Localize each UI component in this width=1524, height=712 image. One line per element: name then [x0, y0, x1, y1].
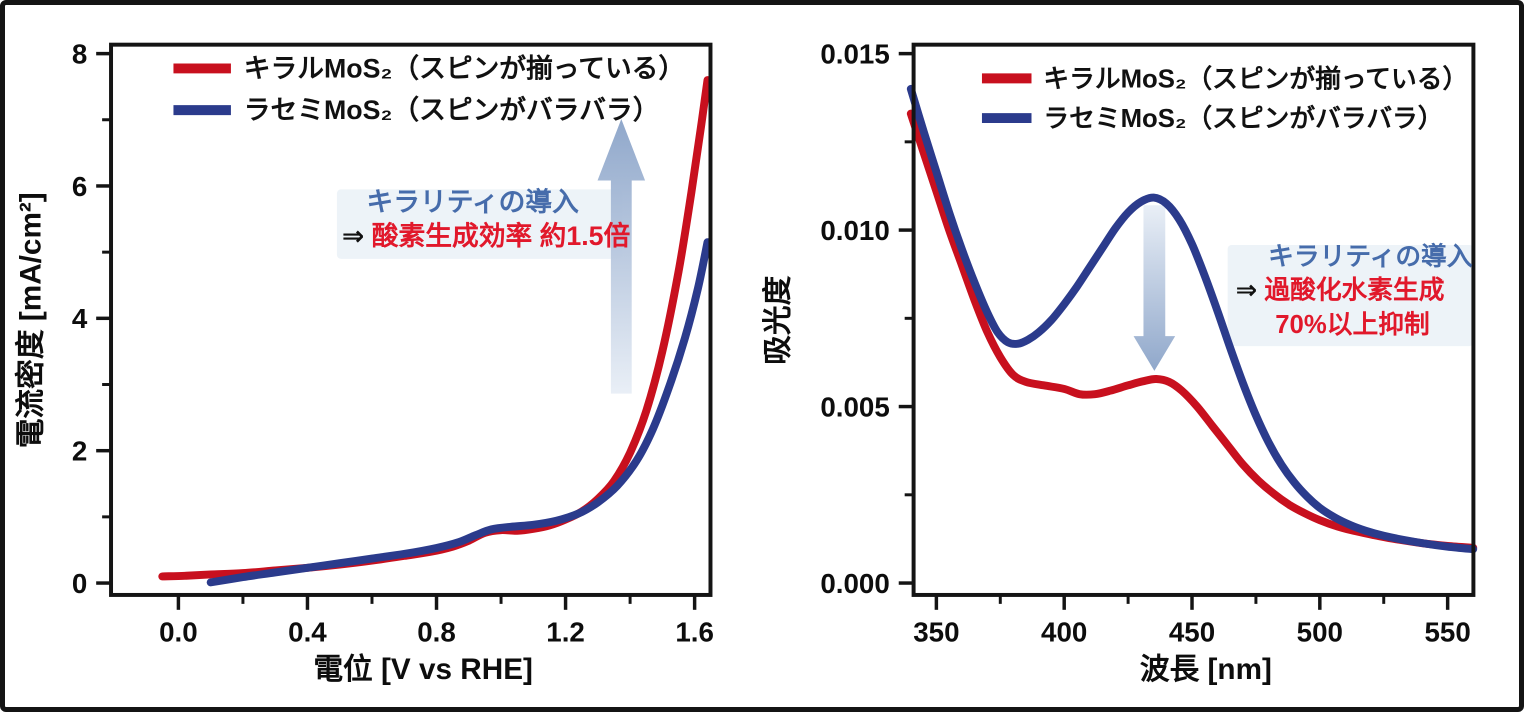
y-tick-label: 0.010	[820, 215, 889, 246]
x-tick-label: 1.6	[675, 617, 714, 648]
annotation: キラリティの導入 ⇒ 過酸化水素生成 70%以上抑制	[1236, 241, 1473, 339]
y-tick-label: 8	[72, 39, 87, 70]
series-curve-1	[906, 84, 1478, 554]
y-tick-label: 6	[72, 171, 87, 202]
legend-label-1: ラセミMoS₂（スピンがバラバラ）	[1043, 103, 1443, 133]
x-axis-label: 波長 [nm]	[1140, 653, 1272, 686]
x-axis: 0.0 0.4 0.8 1.2 1.6 電位 [V vs RHE]	[159, 594, 714, 686]
annotation-highlight	[1227, 244, 1474, 347]
x-tick-label: 500	[1297, 617, 1343, 648]
annotation-line-1: 70%以上抑制	[1275, 310, 1429, 339]
y-axis: 0.000 0.005 0.010 0.015 吸光度	[762, 39, 914, 599]
x-tick-label: 550	[1424, 617, 1470, 648]
legend: キラルMoS₂（スピンが揃っている） ラセミMoS₂（スピンがバラバラ）	[981, 63, 1468, 133]
y-tick-label: 2	[72, 436, 87, 467]
legend: キラルMoS₂（スピンが揃っている） ラセミMoS₂（スピンがバラバラ）	[173, 52, 685, 125]
y-tick-label: 0.000	[820, 568, 889, 599]
series-curve-0	[906, 109, 1478, 552]
y-axis: 0 2 4 6 8 電流密度 [mA/cm²]	[14, 39, 112, 599]
y-tick-label: 0.005	[820, 391, 889, 422]
legend-label-1: ラセミMoS₂（スピンがバラバラ）	[244, 94, 660, 125]
x-tick-label: 450	[1169, 617, 1215, 648]
annotation: キラリティの導入⇒ 酸素生成効率 約1.5倍	[342, 186, 631, 251]
annotation-line-0: ⇒ 酸素生成効率 約1.5倍	[342, 220, 631, 251]
annotation-heading: キラリティの導入	[367, 186, 580, 217]
y-tick-label: 0	[72, 568, 87, 599]
up-arrow-icon	[597, 119, 646, 394]
oer-polarization-chart: 0.0 0.4 0.8 1.2 1.6 電位 [V vs RHE] 0 2 4 6 8 電流密度 [m…	[14, 39, 714, 687]
legend-label-0: キラルMoS₂（スピンが揃っている）	[1043, 63, 1468, 93]
series-curve-1	[206, 238, 712, 587]
down-arrow-icon	[1133, 205, 1176, 371]
annotation-heading: キラリティの導入	[1268, 241, 1473, 271]
legend-label-0: キラルMoS₂（スピンが揃っている）	[244, 52, 685, 83]
y-tick-label: 4	[72, 303, 88, 334]
x-tick-label: 0.4	[288, 617, 327, 648]
x-axis: 350 400 450 500 550 波長 [nm]	[913, 594, 1471, 686]
y-tick-label: 0.015	[820, 39, 889, 70]
annotation-highlight	[336, 189, 623, 259]
x-tick-label: 400	[1041, 617, 1087, 648]
x-tick-label: 350	[913, 617, 959, 648]
x-tick-label: 0.8	[417, 617, 456, 648]
annotation-line-0: ⇒ 過酸化水素生成	[1236, 275, 1445, 304]
y-axis-label: 電流密度 [mA/cm²]	[14, 192, 48, 448]
y-axis-label: 吸光度	[762, 275, 795, 364]
x-tick-label: 1.2	[546, 617, 585, 648]
x-axis-label: 電位 [V vs RHE]	[313, 652, 533, 686]
x-tick-label: 0.0	[159, 617, 198, 648]
